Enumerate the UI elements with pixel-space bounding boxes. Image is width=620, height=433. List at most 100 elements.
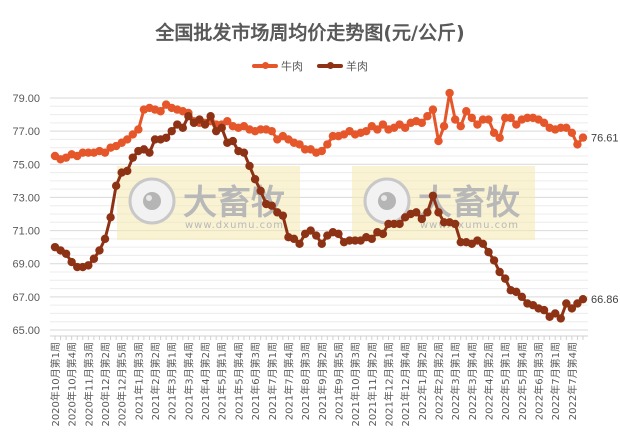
data-point (434, 136, 443, 146)
chart-legend: 牛肉 羊肉 (0, 58, 620, 74)
data-point (128, 130, 138, 139)
x-tick-label: 2020年11月第3周 (82, 342, 95, 427)
data-point (562, 299, 571, 308)
data-point (367, 234, 376, 244)
data-point (206, 112, 215, 121)
data-point (428, 105, 438, 114)
data-point (378, 120, 388, 129)
x-tick-label: 2022年5月第1周 (499, 342, 512, 420)
data-point (539, 305, 549, 315)
end-value-label: 76.61 (591, 133, 619, 145)
data-point (484, 115, 493, 124)
data-point (500, 274, 510, 283)
data-point (256, 186, 265, 195)
x-tick-label: 2022年4月第2周 (483, 342, 496, 420)
data-point (450, 115, 460, 124)
x-axis: 2020年10月第1周 2020年10月第4周 2020年11月第3周 2020年12… (49, 335, 588, 427)
data-point (456, 121, 465, 131)
data-point (95, 246, 104, 255)
y-tick-label: 65.00 (12, 325, 40, 337)
x-tick-label: 2021年5月第4周 (232, 342, 245, 420)
data-point (317, 146, 326, 156)
data-point (495, 267, 504, 277)
x-tick-label: 2021年3月第4周 (182, 342, 195, 420)
x-tick-label: 2022年7月第1周 (549, 342, 562, 420)
data-point (556, 314, 565, 323)
data-point (400, 123, 410, 133)
data-point (362, 126, 371, 136)
data-point (134, 125, 143, 134)
data-point (423, 208, 432, 217)
x-tick-label: 2022年3月第4周 (466, 342, 479, 420)
x-tick-label: 2021年6月第3周 (249, 342, 262, 420)
data-point (89, 254, 99, 263)
y-tick-label: 73.00 (12, 192, 40, 204)
data-point (245, 161, 254, 171)
data-point (495, 133, 504, 142)
watermark-url: www.dxumu.com (420, 220, 519, 231)
data-point (250, 175, 260, 184)
legend-label-lamb: 羊肉 (346, 60, 368, 73)
data-point (178, 123, 188, 133)
x-tick-label: 2021年3月第1周 (166, 342, 179, 420)
y-tick-label: 69.00 (12, 259, 40, 271)
x-tick-label: 2020年12月第5周 (116, 342, 129, 427)
x-tick-label: 2021年1月第3周 (132, 342, 145, 420)
data-point (439, 121, 449, 131)
data-point (100, 234, 110, 244)
x-tick-label: 2020年12月第2周 (99, 342, 112, 427)
data-point (67, 257, 76, 267)
data-point (312, 231, 321, 240)
x-tick-label: 2021年5月第1周 (216, 342, 229, 420)
x-tick-label: 2022年1月第2周 (416, 342, 429, 420)
x-tick-label: 2022年2月第2周 (432, 342, 445, 420)
data-point (334, 229, 343, 239)
data-point (111, 181, 121, 191)
x-tick-label: 2021年10月第3周 (349, 342, 362, 427)
x-tick-label: 2021年9月第5周 (332, 342, 345, 420)
data-point (167, 126, 176, 136)
data-point (161, 133, 171, 142)
data-point (551, 309, 560, 318)
y-tick-label: 79.00 (12, 93, 40, 105)
series-beef (50, 88, 588, 164)
data-point (267, 201, 276, 210)
data-point (295, 239, 304, 249)
x-tick-label: 2021年11月第2周 (366, 342, 379, 427)
data-point (578, 294, 588, 304)
data-point (323, 140, 332, 149)
data-point (145, 148, 154, 157)
x-tick-label: 2021年7月第4周 (282, 342, 295, 420)
data-point (445, 88, 454, 98)
data-point (106, 213, 115, 222)
end-value-label: 66.86 (591, 294, 619, 306)
x-tick-label: 2021年12月第4周 (399, 342, 412, 427)
watermark-url: www.dxumu.com (185, 220, 284, 231)
data-point (217, 123, 226, 133)
series-lamb (50, 112, 588, 323)
data-point (195, 115, 204, 124)
data-point (578, 133, 588, 142)
data-point (478, 239, 488, 249)
data-point (539, 118, 549, 128)
data-point (61, 249, 71, 258)
end-labels: 76.61 66.86 (591, 133, 619, 307)
data-point (473, 120, 482, 129)
y-tick-label: 71.00 (12, 226, 40, 238)
data-point (267, 126, 276, 136)
x-tick-label: 2021年9月第2周 (316, 342, 329, 420)
watermark-brand: 大畜牧 (418, 183, 521, 223)
data-point (123, 135, 132, 144)
data-point (184, 112, 193, 121)
x-tick-label: 2022年6月第3周 (533, 342, 546, 420)
x-tick-label: 2021年7月第1周 (266, 342, 279, 420)
x-tick-label: 2020年10月第4周 (66, 342, 79, 427)
data-point (223, 117, 232, 126)
y-tick-label: 67.00 (12, 292, 40, 304)
x-tick-label: 2022年3月第1周 (449, 342, 462, 420)
data-point (373, 125, 382, 134)
data-point (489, 256, 499, 265)
data-point (378, 229, 388, 239)
